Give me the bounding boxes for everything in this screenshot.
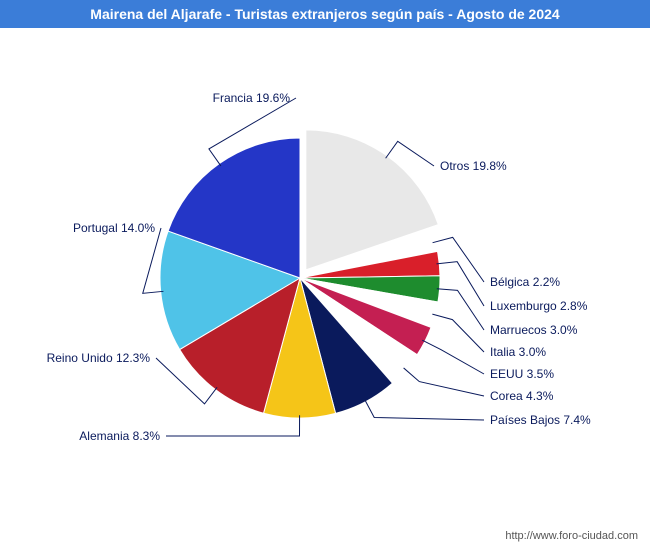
slice-label: Corea 4.3% — [490, 389, 554, 403]
leader-line — [166, 415, 300, 436]
slice-label: Luxemburgo 2.8% — [490, 299, 588, 313]
slice-label: Italia 3.0% — [490, 345, 546, 359]
slice-label: Alemania 8.3% — [79, 429, 160, 443]
leader-line — [432, 314, 484, 352]
slice-label: Reino Unido 12.3% — [47, 351, 151, 365]
leader-line — [404, 368, 484, 396]
slice-label: Marruecos 3.0% — [490, 323, 578, 337]
source-url: http://www.foro-ciudad.com — [505, 530, 638, 542]
leader-line — [364, 399, 484, 420]
slice-label: Países Bajos 7.4% — [490, 413, 591, 427]
slice-label: Portugal 14.0% — [73, 221, 155, 235]
chart-header: Mairena del Aljarafe - Turistas extranje… — [0, 0, 650, 28]
pie-chart: Otros 19.8% Bélgica 2.2% Luxemburgo 2.8% Ma… — [0, 28, 650, 518]
slice-label: Otros 19.8% — [440, 159, 507, 173]
slice-label: Bélgica 2.2% — [490, 275, 560, 289]
chart-title: Mairena del Aljarafe - Turistas extranje… — [90, 6, 559, 22]
chart-area: Otros 19.8% Bélgica 2.2% Luxemburgo 2.8% Ma… — [0, 28, 650, 518]
slice-label: EEUU 3.5% — [490, 367, 554, 381]
slice-label: Francia 19.6% — [213, 91, 291, 105]
leader-line — [422, 340, 484, 374]
leader-line — [436, 262, 484, 306]
